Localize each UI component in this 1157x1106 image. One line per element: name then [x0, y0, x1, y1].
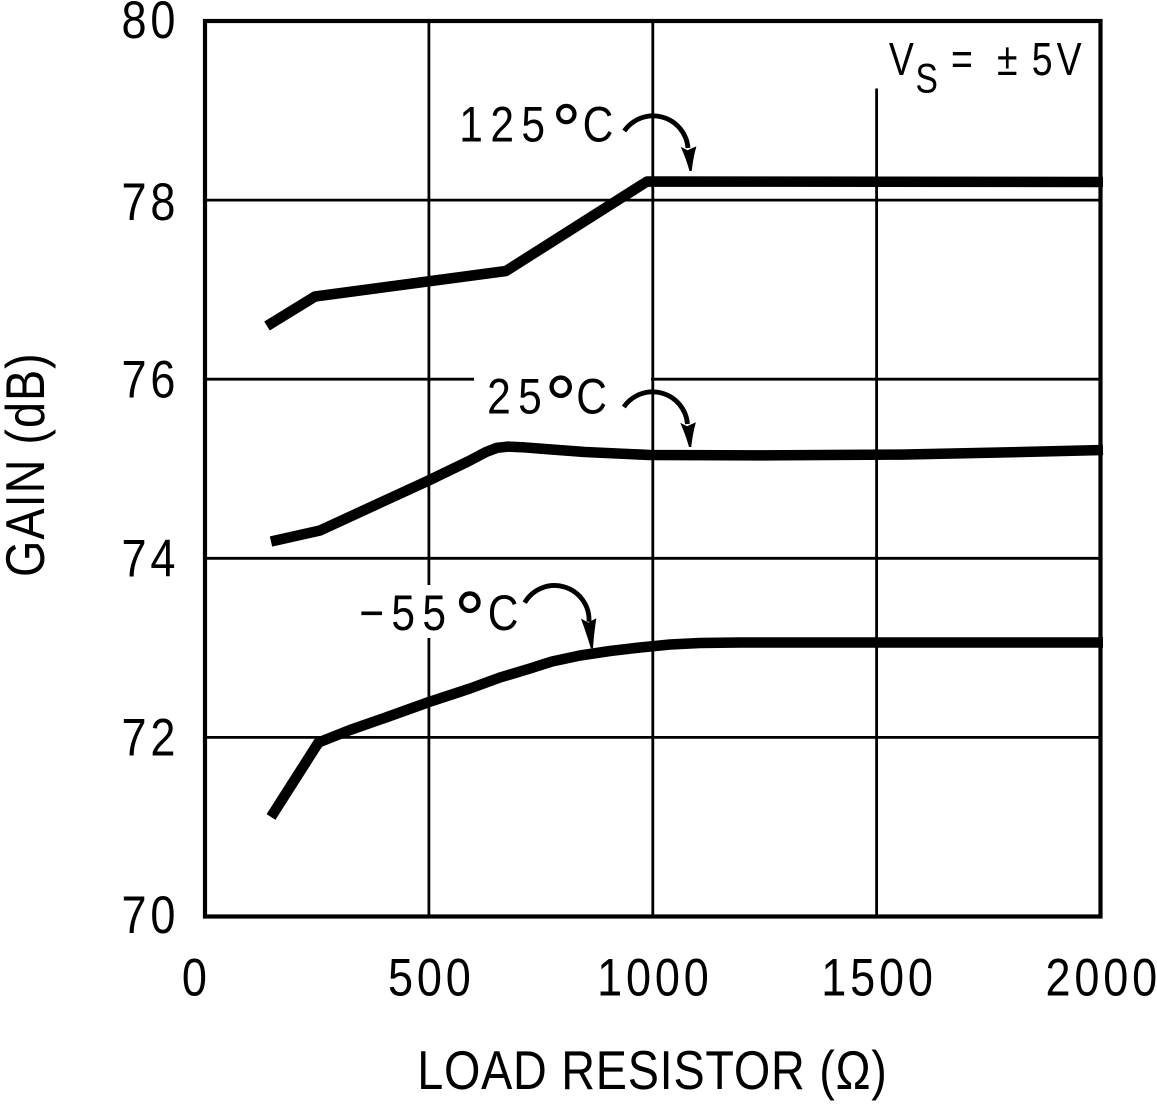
- svg-text:0: 0: [182, 948, 211, 1007]
- svg-text:1000: 1000: [597, 948, 712, 1007]
- svg-text:1500: 1500: [821, 948, 936, 1007]
- svg-text:C: C: [488, 585, 519, 641]
- svg-text:±: ±: [997, 33, 1018, 85]
- svg-text:2000: 2000: [1046, 948, 1157, 1007]
- svg-text:70: 70: [122, 886, 180, 945]
- svg-text:76: 76: [122, 350, 180, 409]
- svg-text:C: C: [583, 96, 614, 152]
- svg-text:78: 78: [122, 173, 180, 232]
- svg-text:500: 500: [388, 948, 475, 1007]
- svg-text:5V: 5V: [1032, 33, 1086, 85]
- svg-text:C: C: [576, 368, 607, 424]
- svg-text:125: 125: [459, 96, 552, 152]
- svg-text:V: V: [889, 33, 915, 85]
- svg-text:25: 25: [487, 368, 549, 424]
- svg-text:=: =: [951, 33, 973, 85]
- svg-text:LOAD RESISTOR (Ω): LOAD RESISTOR (Ω): [417, 1039, 887, 1100]
- svg-text:72: 72: [122, 708, 180, 767]
- svg-text:74: 74: [122, 529, 180, 588]
- svg-text:−55: −55: [359, 585, 453, 641]
- svg-text:S: S: [916, 56, 938, 102]
- svg-text:80: 80: [122, 0, 180, 50]
- svg-text:GAIN (dB): GAIN (dB): [0, 352, 56, 577]
